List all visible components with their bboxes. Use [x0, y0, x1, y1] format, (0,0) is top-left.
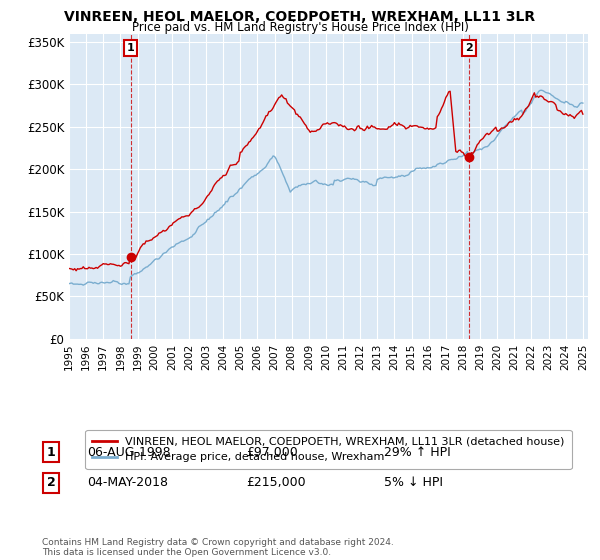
Text: Contains HM Land Registry data © Crown copyright and database right 2024.
This d: Contains HM Land Registry data © Crown c…	[42, 538, 394, 557]
Legend: VINREEN, HEOL MAELOR, COEDPOETH, WREXHAM, LL11 3LR (detached house), HPI: Averag: VINREEN, HEOL MAELOR, COEDPOETH, WREXHAM…	[85, 430, 572, 469]
Text: 5% ↓ HPI: 5% ↓ HPI	[384, 476, 443, 489]
Text: £97,000: £97,000	[246, 446, 298, 459]
Text: 1: 1	[127, 43, 134, 53]
Text: 06-AUG-1998: 06-AUG-1998	[87, 446, 170, 459]
Text: 04-MAY-2018: 04-MAY-2018	[87, 476, 168, 489]
Text: Price paid vs. HM Land Registry's House Price Index (HPI): Price paid vs. HM Land Registry's House …	[131, 21, 469, 34]
Text: 29% ↑ HPI: 29% ↑ HPI	[384, 446, 451, 459]
Text: 1: 1	[47, 446, 55, 459]
Text: 2: 2	[465, 43, 473, 53]
Text: 2: 2	[47, 476, 55, 489]
Text: £215,000: £215,000	[246, 476, 305, 489]
Text: VINREEN, HEOL MAELOR, COEDPOETH, WREXHAM, LL11 3LR: VINREEN, HEOL MAELOR, COEDPOETH, WREXHAM…	[64, 10, 536, 24]
